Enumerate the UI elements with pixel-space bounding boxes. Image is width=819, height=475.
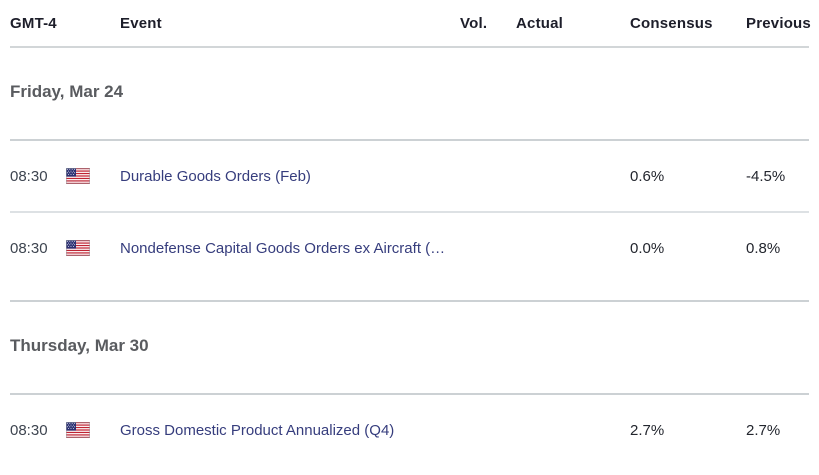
us-flag-icon bbox=[66, 240, 90, 256]
event-name-link[interactable]: Gross Domestic Product Annualized (Q4) bbox=[120, 421, 395, 439]
column-header-gmt: GMT-4 bbox=[10, 14, 57, 32]
day-section-header: Thursday, Mar 30 bbox=[10, 302, 809, 395]
calendar-day-section: Friday, Mar 24 08:30 Durable Goods Order… bbox=[10, 48, 809, 302]
column-header-event: Event bbox=[120, 14, 162, 32]
consensus-value: 0.0% bbox=[630, 239, 665, 257]
event-time: 08:30 bbox=[10, 421, 48, 439]
event-row[interactable]: 08:30 Nondefense Capital Goods Orders ex… bbox=[10, 211, 809, 283]
column-header-vol: Vol. bbox=[460, 14, 488, 32]
event-name-link[interactable]: Durable Goods Orders (Feb) bbox=[120, 167, 311, 185]
event-name-link[interactable]: Nondefense Capital Goods Orders ex Aircr… bbox=[120, 239, 456, 257]
event-row[interactable]: 08:30 Gross Domestic Product Annualized … bbox=[10, 395, 809, 465]
consensus-value: 0.6% bbox=[630, 167, 665, 185]
previous-value: 2.7% bbox=[746, 421, 781, 439]
column-header-consensus: Consensus bbox=[630, 14, 713, 32]
economic-calendar: GMT-4 Event Vol. Actual Consensus Previo… bbox=[10, 0, 811, 465]
calendar-day-section: Thursday, Mar 30 08:30 Gross Domestic Pr… bbox=[10, 302, 809, 465]
calendar-column-headers: GMT-4 Event Vol. Actual Consensus Previo… bbox=[10, 0, 811, 48]
day-section-header: Friday, Mar 24 bbox=[10, 48, 809, 141]
event-row[interactable]: 08:30 Durable Goods Orders (Feb) 0.6% -4… bbox=[10, 141, 809, 211]
previous-value: 0.8% bbox=[746, 239, 781, 257]
us-flag-icon bbox=[66, 168, 90, 184]
event-time: 08:30 bbox=[10, 167, 48, 185]
us-flag-icon bbox=[66, 422, 90, 438]
consensus-value: 2.7% bbox=[630, 421, 665, 439]
event-time: 08:30 bbox=[10, 239, 48, 257]
previous-value: -4.5% bbox=[746, 167, 786, 185]
column-header-previous: Previous bbox=[746, 14, 811, 32]
column-header-actual: Actual bbox=[516, 14, 564, 32]
